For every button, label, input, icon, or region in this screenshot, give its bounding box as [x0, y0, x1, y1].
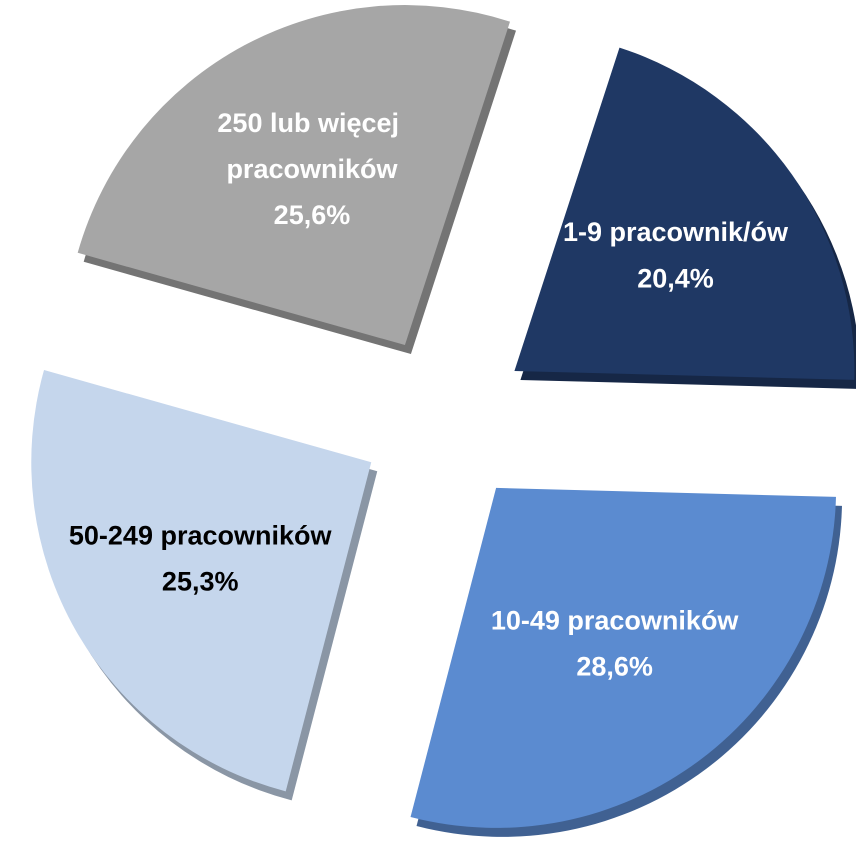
slice	[514, 47, 855, 380]
slice	[77, 5, 510, 346]
value-label: 20,4%	[637, 263, 714, 293]
label-line: pracowników	[226, 154, 398, 184]
value-label: 25,6%	[274, 200, 351, 230]
slice-label: 10-49 pracowników	[491, 606, 740, 636]
slice	[31, 370, 372, 792]
value-label: 28,6%	[576, 652, 653, 682]
slice	[410, 487, 836, 828]
label-line: 250 lub więcej	[217, 108, 406, 138]
slice-label: 250 lub więcej pracowników	[217, 108, 406, 184]
slice-label: 50-249 pracowników	[69, 521, 333, 551]
slice-label: 1-9 pracownik/ów	[563, 217, 789, 247]
value-label: 25,3%	[162, 567, 239, 597]
label-line: 50-249 pracowników	[69, 521, 333, 551]
label-line: 1-9 pracownik/ów	[563, 217, 789, 247]
label-line: 10-49 pracowników	[491, 606, 740, 636]
